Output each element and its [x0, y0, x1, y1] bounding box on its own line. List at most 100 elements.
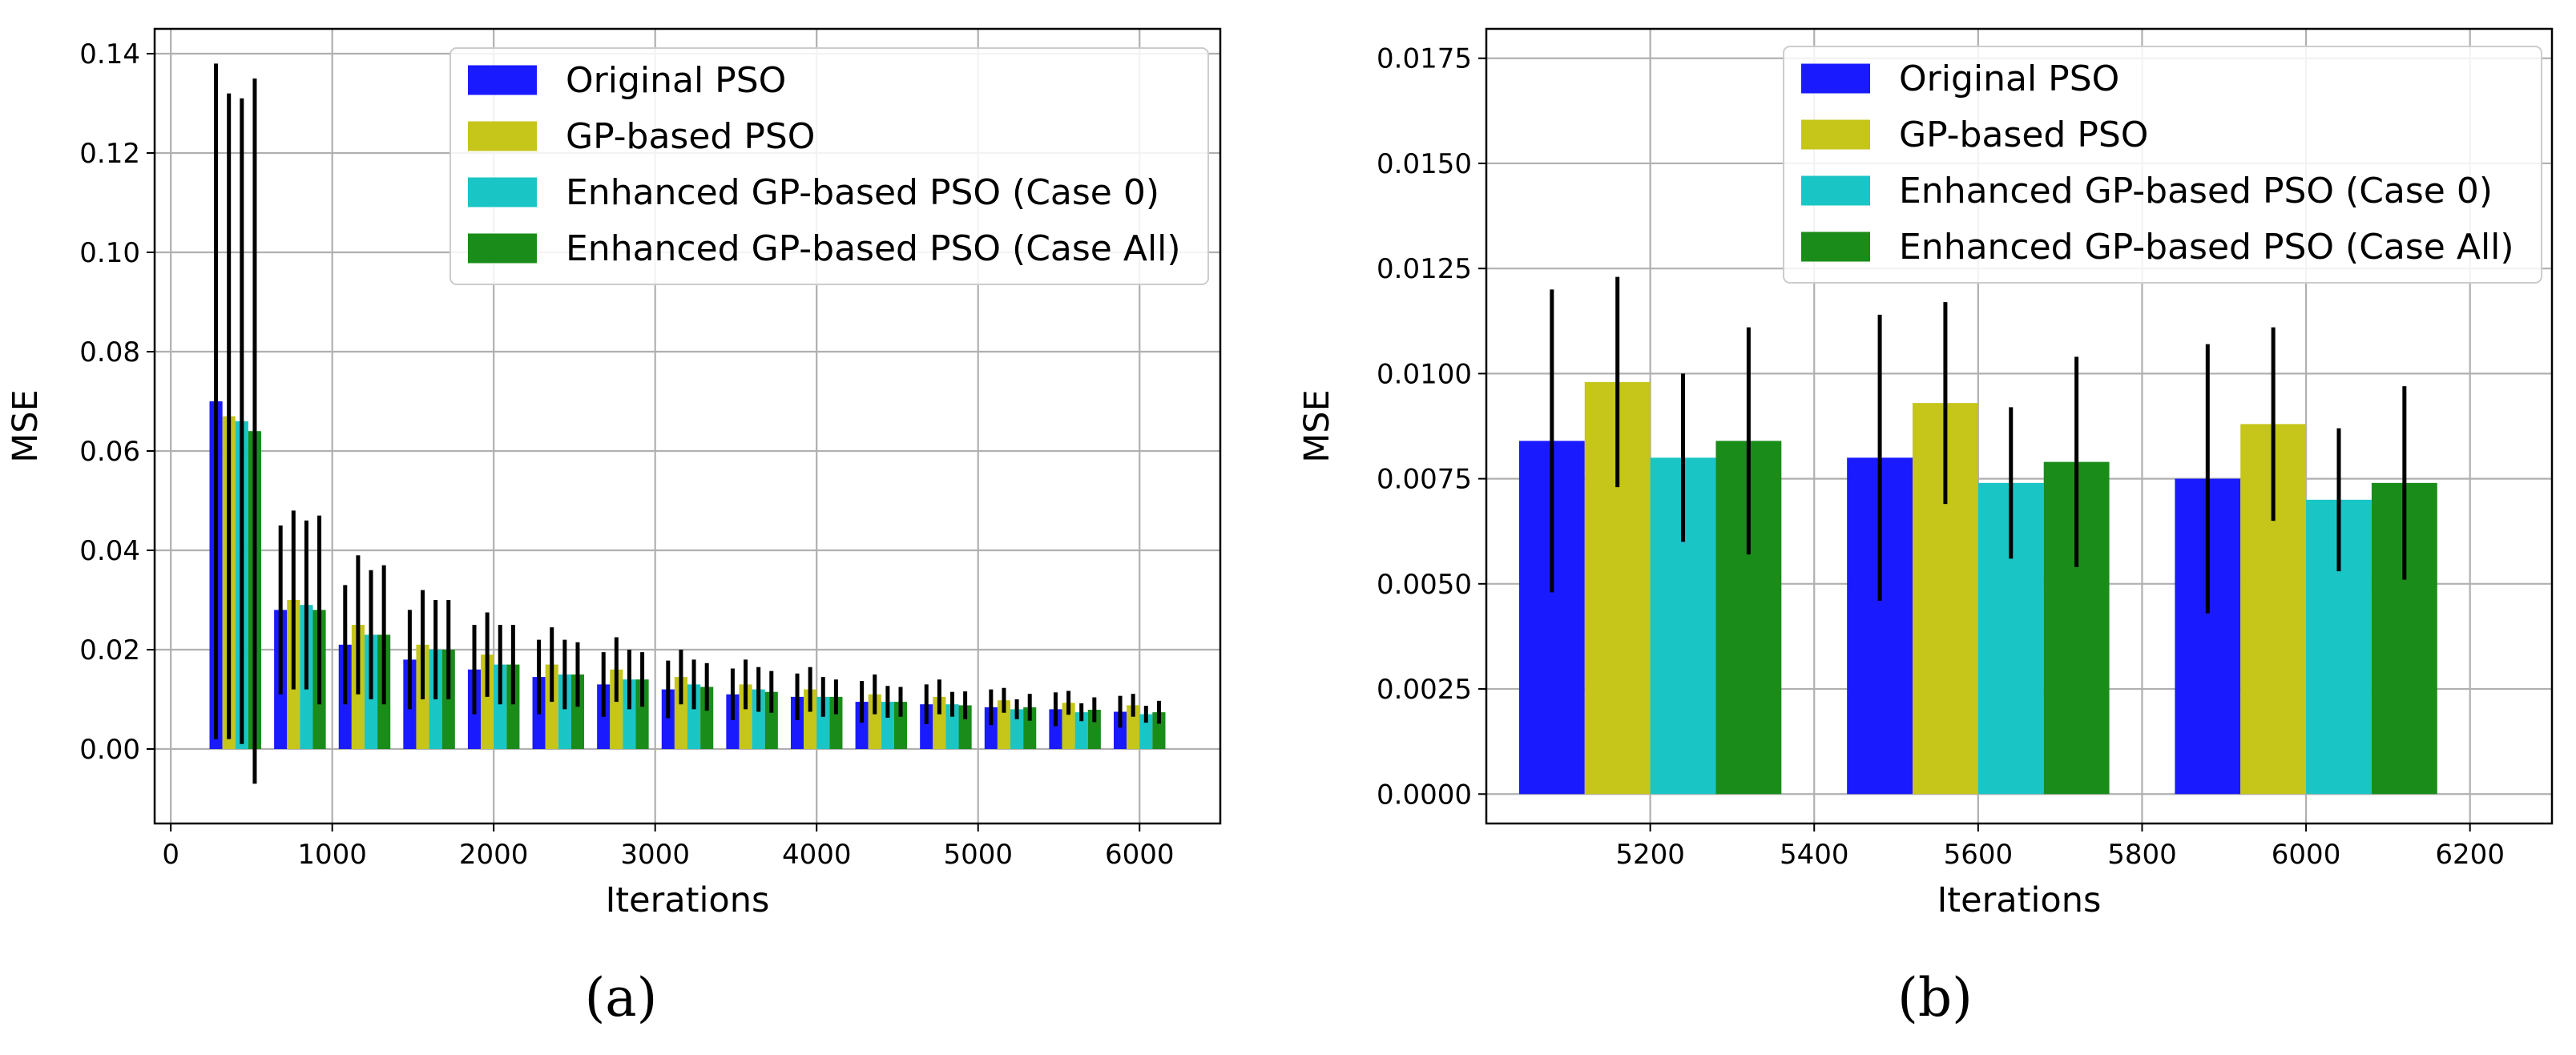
a-bar-series-3	[1087, 710, 1101, 749]
a-y-tick-label: 0.10	[79, 237, 140, 269]
a-y-tick-label: 0.00	[79, 734, 140, 766]
b-legend-swatch-1	[1801, 119, 1870, 150]
b-x-tick-label: 6000	[2272, 839, 2341, 871]
a-y-tick-label: 0.02	[79, 634, 140, 666]
a-bar-series-1	[933, 696, 946, 749]
a-bar-series-2	[752, 689, 765, 749]
a-bar-series-2	[1074, 712, 1088, 749]
a-y-tick-label: 0.08	[79, 336, 140, 368]
a-bar-series-3	[635, 679, 649, 749]
b-legend-label-0: Original PSO	[1899, 58, 2119, 99]
b-x-tick-label: 5800	[2107, 839, 2177, 871]
a-bar-series-3	[764, 691, 778, 749]
a-bar-series-2	[1010, 709, 1024, 749]
a-bar-series-1	[997, 700, 1011, 749]
a-bar-series-2	[623, 679, 636, 749]
a-x-tick-label: 0	[162, 839, 179, 871]
b-y-tick-label: 0.0125	[1377, 253, 1472, 285]
b-legend-swatch-3	[1801, 232, 1870, 262]
a-bar-series-1	[481, 654, 494, 749]
a-bar-series-0	[1049, 709, 1062, 749]
b-y-axis-title: MSE	[1297, 389, 1337, 463]
a-x-tick-label: 2000	[459, 839, 529, 871]
a-legend-swatch-3	[468, 233, 537, 264]
a-bar-series-2	[945, 704, 959, 749]
a-legend-label-2: Enhanced GP-based PSO (Case 0)	[566, 172, 1159, 213]
a-y-axis-title: MSE	[6, 389, 46, 463]
a-bar-series-3	[1023, 707, 1037, 749]
a-bar-series-0	[790, 696, 804, 749]
b-legend-label-1: GP-based PSO	[1899, 115, 2148, 155]
a-x-tick-label: 5000	[943, 839, 1013, 871]
b-y-tick-label: 0.0150	[1377, 148, 1472, 180]
b-x-tick-label: 5600	[1944, 839, 2014, 871]
b-axes-frame	[1485, 27, 2554, 825]
a-bar-series-1	[868, 694, 881, 749]
a-bar-series-3	[1152, 712, 1166, 749]
a-x-tick-label: 4000	[782, 839, 852, 871]
b-legend-swatch-2	[1801, 175, 1870, 206]
panel-b-chart: 5200 5400 5600 5800 6000 6200 0.0000 0.0025 0.00…	[1297, 27, 2554, 920]
a-bar-series-1	[1127, 705, 1140, 749]
a-bar-series-3	[958, 705, 972, 749]
a-bar-series-0	[984, 707, 998, 749]
a-bar-series-2	[494, 664, 507, 749]
b-x-axis-title: Iterations	[1937, 880, 2102, 920]
b-y-tick-label: 0.0075	[1377, 464, 1472, 496]
a-bar-series-0	[855, 702, 869, 749]
a-x-tick-label: 6000	[1105, 839, 1175, 871]
a-bar-series-1	[739, 684, 752, 749]
a-legend-swatch-1	[468, 121, 537, 151]
a-legend-label-0: Original PSO	[566, 60, 786, 101]
a-bar-series-3	[829, 696, 843, 749]
a-bar-series-2	[687, 684, 701, 749]
a-legend-label-3: Enhanced GP-based PSO (Case All)	[566, 228, 1181, 269]
a-bar-series-1	[545, 664, 558, 749]
a-y-tick-label: 0.12	[79, 138, 140, 170]
a-bar-series-1	[1062, 703, 1075, 749]
panel-label-b: (b)	[1897, 967, 1973, 1029]
a-bar-series-0	[726, 694, 740, 749]
a-bar-series-1	[610, 669, 623, 749]
b-legend-swatch-0	[1801, 63, 1870, 94]
a-bar-series-1	[804, 689, 817, 749]
a-x-tick-label: 1000	[297, 839, 367, 871]
a-bar-series-3	[506, 664, 520, 749]
a-bar-series-3	[570, 674, 585, 749]
a-legend-box	[449, 47, 1209, 285]
b-y-tick-label: 0.0175	[1377, 43, 1472, 75]
b-y-tick-label: 0.0050	[1377, 569, 1472, 601]
b-y-tick-label: 0.0100	[1377, 358, 1472, 390]
b-legend-label-2: Enhanced GP-based PSO (Case 0)	[1899, 171, 2493, 211]
a-bar-series-0	[661, 689, 675, 749]
b-legend: Original PSO GP-based PSO Enhanced GP-base…	[1783, 46, 2542, 284]
b-x-tick-label: 5200	[1615, 839, 1685, 871]
a-legend-label-1: GP-based PSO	[566, 116, 815, 157]
panel-a-chart: 0 1000 2000 3000 4000 5000 6000 0.00 0.02 0.04 0.0…	[6, 27, 1222, 920]
a-axes-frame	[153, 27, 1222, 825]
a-bar-series-2	[1139, 714, 1153, 749]
a-bar-series-3	[893, 702, 908, 749]
a-legend-swatch-0	[468, 65, 537, 95]
a-x-axis-title: Iterations	[606, 880, 770, 920]
a-x-tick-label: 3000	[620, 839, 690, 871]
a-bar-series-0	[920, 704, 933, 749]
a-bar-series-3	[700, 687, 714, 749]
a-bar-series-2	[881, 702, 894, 749]
b-legend-label-3: Enhanced GP-based PSO (Case All)	[1899, 227, 2514, 268]
a-legend-swatch-2	[468, 177, 537, 207]
a-y-tick-label: 0.06	[79, 436, 140, 468]
a-legend: Original PSO GP-based PSO Enhanced GP-base…	[449, 47, 1209, 285]
b-legend-box	[1783, 46, 2542, 284]
a-y-tick-label: 0.14	[79, 38, 140, 70]
b-x-tick-label: 5400	[1780, 839, 1849, 871]
b-y-tick-label: 0.0000	[1377, 779, 1472, 811]
a-y-tick-label: 0.04	[79, 535, 140, 567]
b-x-tick-label: 6200	[2435, 839, 2505, 871]
panel-label-a: (a)	[585, 967, 658, 1029]
a-bar-series-2	[816, 696, 830, 749]
a-bar-series-0	[1114, 711, 1127, 749]
a-bar-series-1	[674, 677, 687, 749]
a-bar-series-2	[558, 674, 571, 749]
